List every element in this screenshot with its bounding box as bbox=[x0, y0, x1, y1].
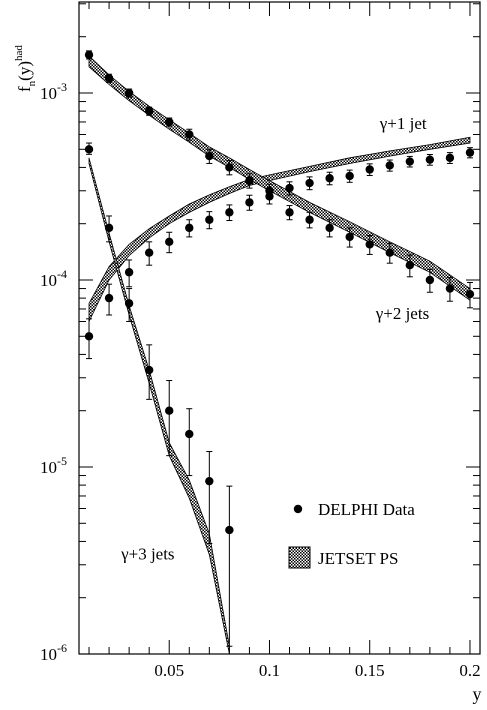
y-tick-label: 10-3 bbox=[40, 80, 67, 103]
series-labels: γ+1 jet γ+2 jets γ+3 jets bbox=[120, 114, 429, 563]
data-point bbox=[185, 429, 194, 439]
data-point bbox=[225, 163, 234, 172]
data-point bbox=[124, 299, 134, 308]
data-point bbox=[165, 237, 174, 247]
data-point bbox=[124, 268, 134, 277]
data-point bbox=[445, 153, 455, 163]
data-point bbox=[104, 73, 114, 83]
y-axis-label-sub: n bbox=[26, 80, 38, 86]
data-point bbox=[245, 198, 254, 207]
y-axis-label-sup: had bbox=[13, 45, 25, 61]
y-axis-label: fn(y)had bbox=[13, 45, 38, 92]
data-point bbox=[385, 161, 394, 170]
data-point bbox=[84, 145, 94, 154]
data-point bbox=[245, 176, 254, 185]
data-point bbox=[144, 248, 154, 257]
data-point bbox=[285, 183, 294, 193]
data-point bbox=[84, 50, 94, 60]
data-point bbox=[345, 232, 354, 242]
data-point bbox=[205, 151, 214, 161]
data-point bbox=[225, 525, 234, 535]
data-point bbox=[445, 284, 455, 293]
y-axis-label-main: f bbox=[15, 86, 34, 92]
data-point bbox=[225, 208, 234, 217]
x-tick-label: 0.05 bbox=[154, 661, 184, 680]
y-tick-label: 10-6 bbox=[40, 641, 67, 664]
data-point bbox=[405, 260, 415, 270]
data-point bbox=[425, 155, 435, 164]
legend-band-icon bbox=[288, 546, 311, 569]
data-point bbox=[165, 117, 174, 127]
x-axis-label: y bbox=[473, 684, 482, 704]
data-point bbox=[104, 293, 114, 303]
data-point bbox=[185, 130, 194, 139]
data-point bbox=[124, 88, 134, 98]
data-point bbox=[305, 215, 314, 224]
series-label: γ+2 jets bbox=[375, 304, 429, 323]
data-point bbox=[325, 174, 334, 183]
model-band-1 bbox=[88, 136, 471, 322]
series-label: γ+3 jets bbox=[120, 545, 174, 564]
data-point bbox=[205, 215, 214, 224]
data-point bbox=[185, 223, 194, 233]
legend-marker-icon bbox=[293, 504, 303, 514]
data-point bbox=[325, 223, 334, 233]
series-label: γ+1 jet bbox=[379, 114, 427, 133]
data-points bbox=[84, 50, 475, 647]
data-point bbox=[465, 148, 475, 157]
legend-label-data: DELPHI Data bbox=[318, 500, 415, 519]
data-point bbox=[84, 332, 94, 341]
model-bands bbox=[88, 54, 471, 655]
axis-ticks: 10-3 10-4 10-5 10-6 0.05 0.1 0.15 0.2 bbox=[40, 2, 481, 680]
data-point bbox=[104, 223, 114, 233]
data-point bbox=[365, 165, 374, 174]
data-point bbox=[165, 406, 174, 415]
data-point bbox=[345, 171, 354, 181]
data-point bbox=[144, 365, 154, 375]
y-axis-label-arg: (y) bbox=[15, 61, 34, 81]
data-point bbox=[425, 275, 435, 285]
legend: DELPHI Data JETSET PS bbox=[288, 500, 415, 569]
data-point bbox=[465, 289, 475, 299]
data-point bbox=[144, 106, 154, 116]
svg-text:fn(y)had: fn(y)had bbox=[13, 45, 38, 92]
data-point bbox=[205, 476, 214, 486]
x-tick-label: 0.1 bbox=[259, 661, 280, 680]
plot-frame bbox=[78, 1, 481, 655]
data-point bbox=[385, 248, 394, 257]
data-point bbox=[365, 240, 374, 249]
data-point bbox=[405, 157, 415, 166]
legend-label-model: JETSET PS bbox=[318, 549, 398, 568]
data-point bbox=[285, 208, 294, 217]
x-tick-label: 0.15 bbox=[355, 661, 385, 680]
data-point bbox=[265, 186, 274, 195]
data-point bbox=[305, 178, 314, 188]
x-tick-label: 0.2 bbox=[459, 661, 480, 680]
y-tick-label: 10-5 bbox=[40, 454, 67, 477]
model-band-3 bbox=[88, 157, 230, 655]
y-tick-label: 10-4 bbox=[40, 267, 67, 290]
